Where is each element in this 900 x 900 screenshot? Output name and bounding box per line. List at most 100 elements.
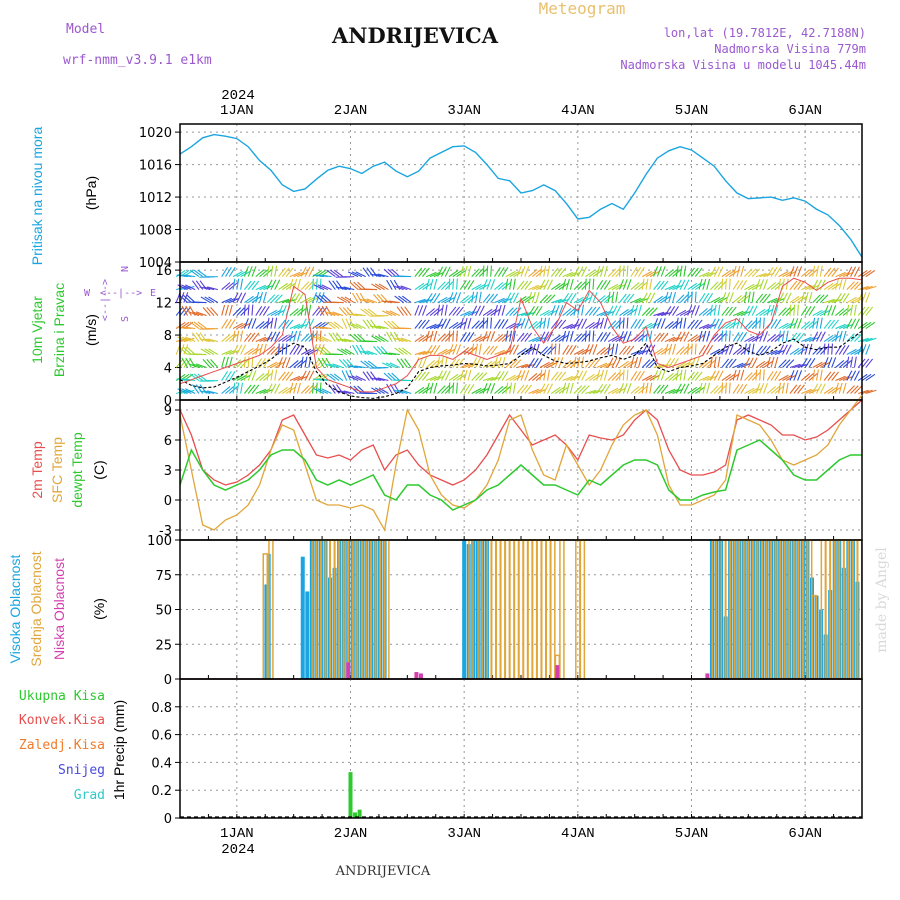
temp-series-dewpt-temp	[179, 439, 862, 511]
wind-barb	[618, 331, 624, 342]
wind-barb	[520, 318, 526, 329]
wind-barb	[850, 296, 861, 304]
wind-barb	[839, 375, 850, 382]
wind-barb	[774, 356, 779, 368]
wind-barb	[509, 322, 520, 330]
wind-barb	[247, 266, 253, 277]
wind-barb	[801, 373, 811, 381]
wind-barb	[338, 307, 348, 316]
precip-bar	[357, 809, 362, 818]
wind-barb	[475, 387, 486, 394]
wind-barb	[278, 334, 288, 343]
wind-barb	[645, 382, 649, 394]
wind-barb	[386, 383, 393, 394]
panel-precip: 00.20.40.60.8	[151, 678, 863, 827]
wind-barb	[391, 320, 401, 329]
wind-barb	[255, 343, 260, 355]
wind-barb	[747, 372, 757, 381]
wind-barb	[373, 294, 382, 303]
wind-barb	[528, 291, 533, 303]
wind-barb	[744, 305, 751, 316]
wind-barb	[221, 297, 233, 304]
wind-barb	[766, 304, 771, 316]
wind-barb	[459, 280, 467, 290]
wind-barb	[441, 296, 452, 304]
wind-barb	[373, 273, 385, 278]
wind-barb	[448, 292, 454, 303]
wind-barb	[270, 294, 279, 303]
wind-barb	[793, 318, 799, 329]
precip-legend-hail: Grad	[74, 788, 105, 803]
wind-barb	[199, 390, 211, 395]
wind-barb	[702, 323, 714, 330]
wind-barb	[418, 319, 426, 329]
wind-legend-arrow-h: <--|-->	[100, 288, 142, 299]
wind-barb	[448, 278, 451, 290]
wind-barb	[751, 357, 758, 368]
wind-barb	[490, 317, 493, 329]
wind-barb	[687, 305, 693, 316]
wind-barb	[827, 282, 838, 291]
wind-barb	[531, 343, 536, 355]
wind-barb	[391, 372, 401, 381]
wind-barb	[188, 311, 200, 317]
wind-barb	[573, 304, 577, 316]
wind-barb	[861, 358, 870, 368]
wind-barb	[274, 317, 278, 329]
cloud-bar-mid	[770, 539, 777, 680]
wind-barb	[328, 280, 336, 290]
wind-barb	[425, 278, 430, 290]
wind-barb	[232, 382, 236, 394]
wind-barb	[804, 291, 809, 303]
wind-barb	[698, 382, 703, 394]
wind-barb	[823, 334, 834, 343]
wind-barb	[475, 357, 482, 368]
wind-barb	[396, 285, 408, 291]
model-elevation-text: Nadmorska Visina u modelu 1045.44m	[620, 58, 866, 72]
wind-barb	[668, 306, 676, 316]
wind-barb	[189, 373, 200, 381]
wind-barb	[425, 382, 430, 394]
wind-barb	[721, 382, 724, 394]
wind-barb	[281, 305, 287, 316]
wind-barb	[842, 330, 847, 342]
wind-barb	[414, 350, 426, 356]
wind-barb	[429, 330, 434, 342]
wind-barb	[600, 295, 610, 304]
wind-barb	[179, 294, 188, 303]
wind-barb	[463, 265, 468, 277]
wind-barb	[494, 349, 505, 356]
wind-barb	[861, 269, 872, 278]
wind-barb	[834, 382, 839, 394]
wind-barb	[668, 269, 678, 278]
wind-barb	[611, 320, 620, 329]
wind-barb	[793, 370, 799, 381]
wind-barb	[200, 348, 211, 356]
wind-barb	[270, 265, 274, 277]
cloud-bar-mid	[775, 539, 781, 680]
wind-barb	[323, 294, 332, 303]
wind-barb	[343, 390, 355, 395]
wind-barb	[789, 384, 798, 394]
wind-barb	[543, 361, 554, 369]
model-label: Model	[66, 22, 105, 37]
wind-barb	[456, 344, 462, 355]
wind-barb	[221, 304, 226, 316]
wind-barb	[429, 293, 437, 303]
cloud-bar-mid	[338, 539, 345, 680]
wind-barb	[333, 269, 344, 278]
wind-barb	[615, 291, 619, 303]
wind-barb	[240, 292, 247, 303]
wind-barb	[782, 307, 791, 316]
wind-barb	[277, 357, 283, 368]
wind-barb	[315, 294, 325, 303]
wind-barb	[782, 270, 793, 278]
wind-barb	[422, 319, 430, 329]
wind-barb	[865, 269, 876, 278]
cloud-bar-mid	[545, 539, 552, 680]
wind-barb	[192, 280, 200, 290]
wind-barb	[308, 266, 315, 277]
wind-barb	[819, 279, 826, 290]
wind-barb	[691, 371, 699, 381]
wind-barb	[512, 382, 516, 394]
